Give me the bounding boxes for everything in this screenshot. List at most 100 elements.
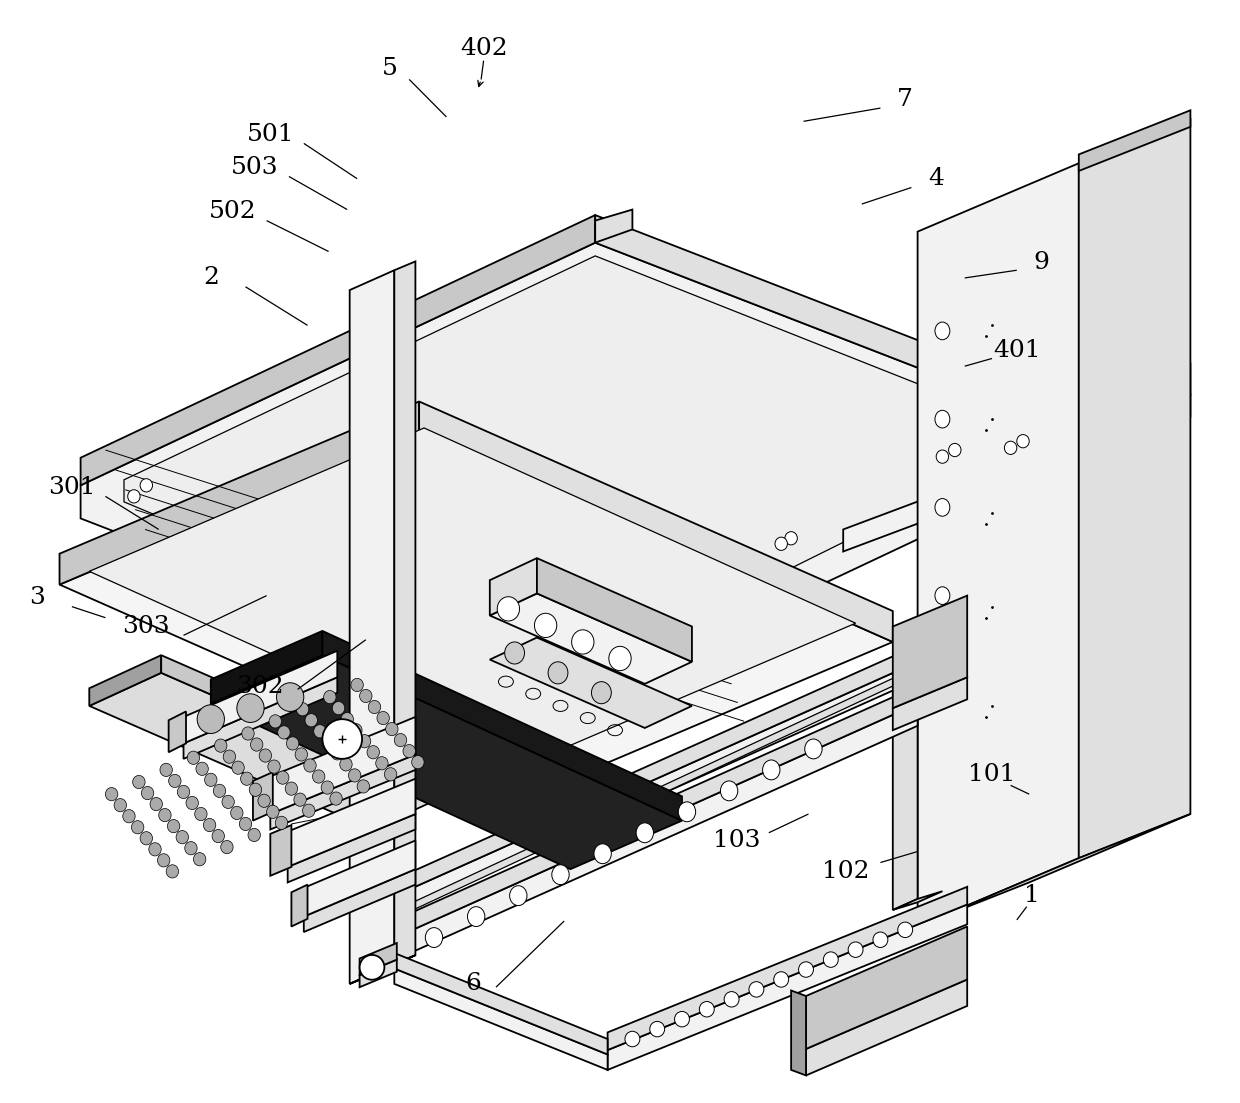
- Ellipse shape: [304, 759, 316, 772]
- Polygon shape: [253, 772, 273, 821]
- Text: 501: 501: [247, 124, 294, 146]
- Polygon shape: [169, 711, 186, 752]
- Polygon shape: [1079, 364, 1190, 441]
- Ellipse shape: [186, 796, 198, 810]
- Ellipse shape: [131, 821, 144, 834]
- Polygon shape: [60, 432, 893, 794]
- Ellipse shape: [196, 762, 208, 775]
- Polygon shape: [270, 717, 415, 814]
- Ellipse shape: [609, 646, 631, 671]
- Polygon shape: [366, 662, 918, 927]
- Ellipse shape: [949, 443, 961, 457]
- Polygon shape: [304, 840, 415, 917]
- Ellipse shape: [239, 817, 252, 831]
- Ellipse shape: [157, 854, 170, 867]
- Ellipse shape: [140, 479, 153, 492]
- Ellipse shape: [357, 780, 370, 793]
- Text: 7: 7: [898, 88, 913, 110]
- Polygon shape: [81, 215, 595, 485]
- Ellipse shape: [799, 962, 813, 977]
- Polygon shape: [304, 869, 415, 932]
- Text: 2: 2: [203, 267, 218, 289]
- Polygon shape: [288, 814, 415, 882]
- Ellipse shape: [324, 690, 336, 704]
- Polygon shape: [791, 990, 806, 1075]
- Ellipse shape: [322, 719, 362, 759]
- Ellipse shape: [510, 886, 527, 906]
- Text: 5: 5: [382, 57, 397, 79]
- Ellipse shape: [222, 795, 234, 808]
- Ellipse shape: [277, 683, 304, 711]
- Ellipse shape: [935, 499, 950, 516]
- Ellipse shape: [331, 747, 343, 760]
- Ellipse shape: [232, 761, 244, 774]
- Ellipse shape: [330, 792, 342, 805]
- Ellipse shape: [322, 736, 335, 749]
- Polygon shape: [893, 662, 918, 910]
- Ellipse shape: [250, 738, 263, 751]
- Text: 303: 303: [123, 615, 170, 638]
- Ellipse shape: [177, 785, 190, 799]
- Ellipse shape: [591, 682, 611, 704]
- Polygon shape: [350, 955, 415, 984]
- Ellipse shape: [376, 757, 388, 770]
- Ellipse shape: [1004, 441, 1017, 454]
- Text: 9: 9: [1034, 251, 1049, 274]
- Ellipse shape: [785, 532, 797, 545]
- Ellipse shape: [215, 739, 227, 752]
- Ellipse shape: [348, 769, 361, 782]
- Polygon shape: [161, 655, 444, 796]
- Polygon shape: [350, 270, 394, 984]
- Ellipse shape: [237, 694, 264, 722]
- Ellipse shape: [534, 613, 557, 638]
- Ellipse shape: [936, 450, 949, 463]
- Ellipse shape: [149, 843, 161, 856]
- Ellipse shape: [248, 828, 260, 842]
- Polygon shape: [366, 678, 893, 932]
- Ellipse shape: [303, 804, 315, 817]
- Ellipse shape: [358, 735, 371, 748]
- Ellipse shape: [805, 739, 822, 759]
- Polygon shape: [124, 256, 1029, 684]
- Ellipse shape: [286, 737, 299, 750]
- Polygon shape: [394, 953, 608, 1054]
- Ellipse shape: [203, 818, 216, 832]
- Polygon shape: [394, 968, 608, 1070]
- Text: 3: 3: [30, 587, 45, 609]
- Ellipse shape: [403, 745, 415, 758]
- Text: 4: 4: [929, 168, 944, 190]
- Ellipse shape: [321, 781, 334, 794]
- Text: 502: 502: [210, 201, 257, 223]
- Ellipse shape: [213, 784, 226, 797]
- Ellipse shape: [636, 823, 653, 843]
- Text: 402: 402: [460, 38, 507, 60]
- Ellipse shape: [277, 771, 289, 784]
- Ellipse shape: [898, 922, 913, 938]
- Polygon shape: [490, 638, 692, 728]
- Ellipse shape: [241, 772, 253, 785]
- Ellipse shape: [160, 763, 172, 777]
- Ellipse shape: [114, 799, 126, 812]
- Polygon shape: [893, 891, 942, 910]
- Ellipse shape: [678, 802, 696, 822]
- Ellipse shape: [166, 865, 179, 878]
- Ellipse shape: [231, 806, 243, 820]
- Ellipse shape: [367, 746, 379, 759]
- Ellipse shape: [377, 711, 389, 725]
- Ellipse shape: [212, 829, 224, 843]
- Ellipse shape: [650, 1021, 665, 1037]
- Ellipse shape: [749, 982, 764, 997]
- Ellipse shape: [351, 678, 363, 692]
- Polygon shape: [291, 885, 308, 927]
- Ellipse shape: [259, 749, 272, 762]
- Ellipse shape: [187, 751, 200, 764]
- Polygon shape: [360, 943, 397, 975]
- Polygon shape: [806, 927, 967, 1049]
- Polygon shape: [419, 401, 893, 642]
- Polygon shape: [608, 887, 967, 1050]
- Polygon shape: [1079, 395, 1190, 463]
- Ellipse shape: [197, 705, 224, 733]
- Polygon shape: [353, 888, 372, 979]
- Polygon shape: [60, 401, 419, 585]
- Polygon shape: [366, 686, 918, 951]
